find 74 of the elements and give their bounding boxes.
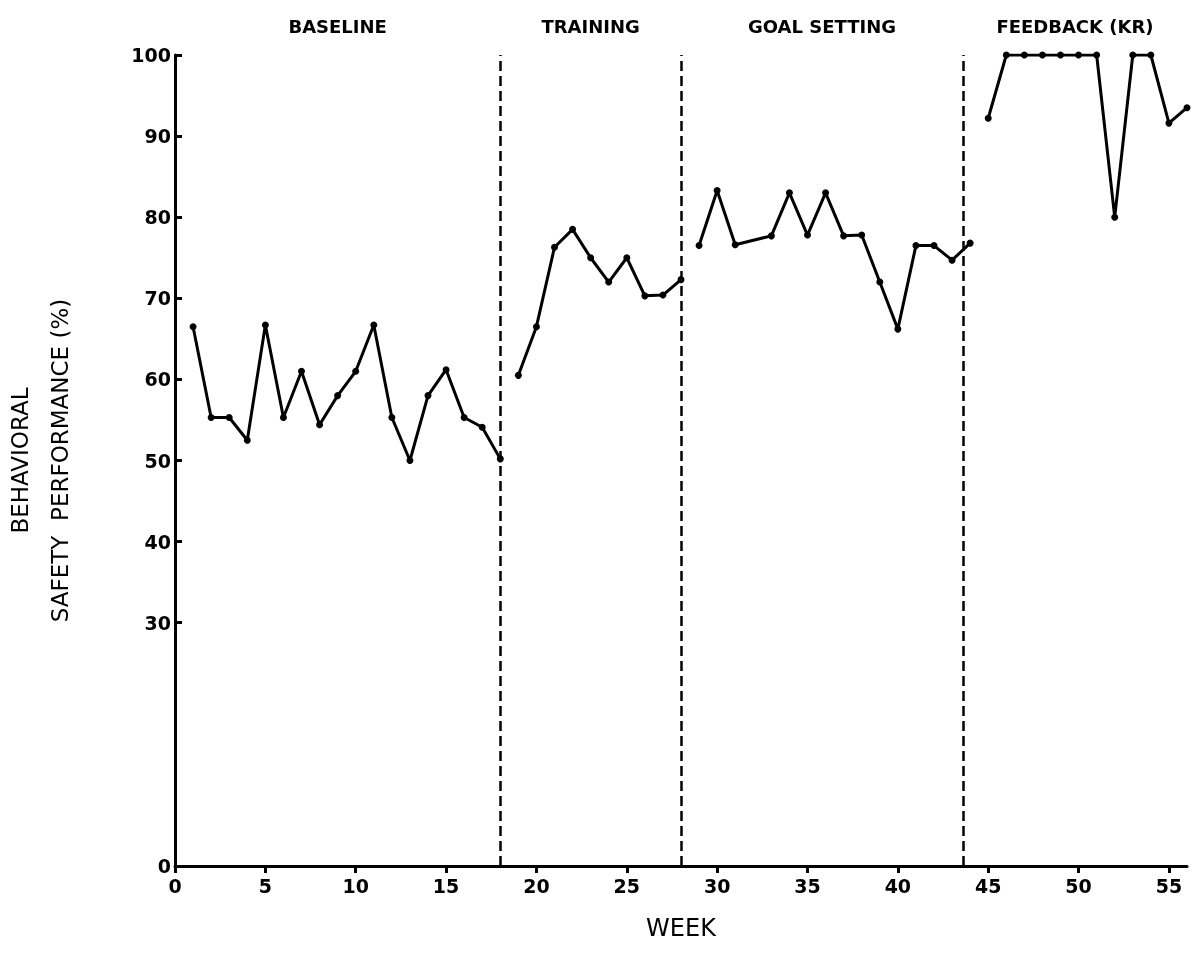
- y-tick-label: 40: [144, 530, 171, 553]
- point: [551, 243, 558, 251]
- y-tick-label: 80: [144, 206, 171, 229]
- y-tick-label: 60: [144, 368, 171, 391]
- x-axis-title: WEEK: [646, 914, 718, 942]
- y-tick-label: 50: [144, 449, 171, 472]
- point: [731, 241, 739, 249]
- x-tick-label: 45: [974, 874, 1002, 897]
- point: [695, 242, 703, 250]
- point: [767, 232, 775, 240]
- point: [316, 421, 324, 429]
- point: [713, 186, 721, 194]
- point: [1183, 104, 1191, 112]
- point: [804, 231, 811, 239]
- text: GOAL SETTING: [747, 15, 896, 37]
- point: [406, 457, 414, 464]
- point: [442, 366, 450, 374]
- point: [948, 256, 956, 264]
- point: [858, 231, 866, 239]
- x-tick-label: 15: [432, 874, 460, 897]
- point: [930, 242, 938, 250]
- y-tick-label: 90: [144, 125, 171, 148]
- text: FEEDBACK (KR): [996, 15, 1154, 37]
- y-axis-title: BEHAVIORAL SAFETY PERFORMANCE (%): [7, 298, 73, 623]
- x-tick-label: 5: [258, 874, 272, 897]
- point: [352, 367, 360, 375]
- point: [207, 414, 215, 422]
- x-tick-label: 40: [884, 874, 912, 897]
- point: [1020, 51, 1028, 59]
- point: [388, 414, 396, 422]
- point: [1093, 51, 1101, 59]
- point: [912, 242, 920, 250]
- point: [1111, 213, 1119, 221]
- point: [478, 423, 486, 431]
- x-tick-label: 30: [703, 874, 731, 897]
- x-tick-label: 10: [342, 874, 369, 897]
- point: [876, 278, 884, 286]
- point: [1057, 51, 1064, 59]
- y-tick-label: 0: [157, 855, 171, 877]
- point: [1002, 51, 1010, 59]
- point: [1129, 51, 1137, 59]
- text: TRAINING: [541, 15, 640, 37]
- y-tick-label: 70: [144, 287, 171, 310]
- point: [840, 232, 848, 240]
- x-tick-label: 20: [523, 874, 550, 897]
- y-tick-label: 100: [131, 44, 171, 66]
- point: [1075, 51, 1083, 59]
- point: [514, 371, 522, 379]
- point: [334, 392, 342, 400]
- x-tick-label: 50: [1065, 874, 1092, 897]
- point: [984, 114, 992, 122]
- point: [424, 392, 432, 400]
- point: [1038, 51, 1046, 59]
- point: [641, 292, 649, 300]
- point: [370, 321, 378, 329]
- point: [225, 414, 233, 422]
- text: BASELINE: [288, 15, 387, 37]
- x-tick-label: 35: [794, 874, 821, 897]
- x-tick-label: 55: [1155, 874, 1183, 897]
- point: [261, 321, 269, 329]
- point: [894, 325, 902, 333]
- point: [605, 278, 613, 286]
- y-tick-label: 30: [144, 611, 171, 634]
- x-tick-label: 25: [613, 874, 641, 897]
- point: [623, 254, 631, 262]
- point: [532, 323, 540, 331]
- point: [279, 414, 287, 422]
- point: [460, 414, 468, 422]
- point: [298, 367, 305, 375]
- point: [587, 254, 595, 262]
- point: [966, 239, 974, 247]
- point: [189, 323, 197, 331]
- point: [569, 225, 577, 233]
- point: [243, 436, 251, 444]
